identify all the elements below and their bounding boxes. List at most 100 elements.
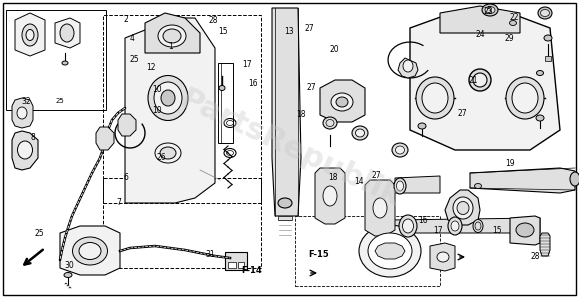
- Ellipse shape: [512, 83, 538, 113]
- Ellipse shape: [22, 24, 38, 46]
- Text: 10: 10: [153, 85, 162, 94]
- Bar: [278, 216, 292, 220]
- Text: PartsRepublik: PartsRepublik: [175, 85, 405, 213]
- Ellipse shape: [62, 61, 68, 65]
- Text: 25: 25: [35, 229, 44, 238]
- Ellipse shape: [158, 25, 186, 47]
- Polygon shape: [445, 190, 480, 225]
- Ellipse shape: [26, 30, 34, 41]
- Ellipse shape: [154, 82, 182, 114]
- Ellipse shape: [359, 225, 421, 277]
- Polygon shape: [12, 98, 33, 128]
- Bar: [103, 178, 261, 268]
- Polygon shape: [15, 13, 45, 56]
- Text: 20: 20: [330, 45, 339, 54]
- Ellipse shape: [163, 29, 181, 43]
- Ellipse shape: [161, 90, 175, 106]
- Ellipse shape: [451, 221, 459, 231]
- Polygon shape: [470, 168, 575, 193]
- Polygon shape: [315, 168, 345, 224]
- Ellipse shape: [394, 178, 406, 194]
- Text: 17: 17: [242, 60, 251, 69]
- Ellipse shape: [570, 172, 579, 186]
- Ellipse shape: [422, 83, 448, 113]
- Polygon shape: [96, 127, 114, 150]
- Polygon shape: [118, 114, 136, 136]
- Bar: [228, 262, 236, 268]
- Text: 18: 18: [328, 173, 338, 182]
- Ellipse shape: [60, 24, 74, 42]
- Text: 32: 32: [22, 97, 31, 106]
- Ellipse shape: [448, 217, 462, 235]
- Bar: [103, 15, 261, 203]
- Polygon shape: [510, 216, 540, 245]
- Ellipse shape: [473, 73, 487, 87]
- Text: 27: 27: [372, 171, 381, 180]
- Ellipse shape: [482, 4, 498, 16]
- Text: 28: 28: [208, 16, 218, 25]
- Text: 13: 13: [285, 27, 294, 36]
- Polygon shape: [390, 218, 540, 233]
- Ellipse shape: [416, 77, 454, 119]
- Ellipse shape: [402, 219, 413, 233]
- Text: 25: 25: [130, 55, 139, 64]
- Text: 21: 21: [469, 76, 478, 85]
- Polygon shape: [320, 80, 365, 122]
- Text: 19: 19: [505, 159, 514, 168]
- Text: 31: 31: [206, 250, 215, 259]
- Text: 6: 6: [124, 173, 129, 182]
- Ellipse shape: [453, 197, 473, 219]
- Ellipse shape: [506, 77, 544, 119]
- Ellipse shape: [368, 233, 412, 269]
- Bar: [218, 63, 233, 143]
- Ellipse shape: [79, 243, 101, 260]
- Ellipse shape: [397, 181, 404, 191]
- Ellipse shape: [17, 141, 32, 159]
- Text: 10: 10: [153, 106, 162, 115]
- Text: 27: 27: [305, 24, 314, 33]
- Text: 16: 16: [248, 79, 258, 88]
- Ellipse shape: [537, 71, 544, 75]
- Text: 23: 23: [483, 7, 493, 16]
- Text: 4: 4: [130, 34, 134, 43]
- Text: 27: 27: [307, 83, 316, 92]
- Ellipse shape: [473, 220, 483, 232]
- Ellipse shape: [541, 10, 549, 16]
- Ellipse shape: [219, 86, 225, 91]
- Ellipse shape: [536, 115, 544, 121]
- Ellipse shape: [148, 75, 188, 120]
- Text: F-15: F-15: [308, 250, 329, 259]
- Ellipse shape: [392, 143, 408, 157]
- Text: 1: 1: [168, 42, 173, 51]
- Ellipse shape: [485, 7, 495, 13]
- Ellipse shape: [64, 272, 72, 277]
- Ellipse shape: [160, 147, 176, 159]
- Bar: [295, 216, 440, 286]
- Text: 17: 17: [433, 226, 442, 235]
- Ellipse shape: [544, 35, 552, 41]
- Text: 12: 12: [146, 63, 155, 72]
- Ellipse shape: [373, 198, 387, 218]
- Polygon shape: [410, 10, 560, 150]
- Ellipse shape: [437, 252, 449, 262]
- Polygon shape: [430, 243, 455, 271]
- Ellipse shape: [510, 21, 516, 26]
- Ellipse shape: [356, 129, 365, 137]
- Ellipse shape: [399, 215, 417, 237]
- Text: 15: 15: [218, 27, 228, 36]
- Text: 14: 14: [354, 177, 364, 186]
- Ellipse shape: [331, 93, 353, 111]
- Ellipse shape: [538, 7, 552, 19]
- Polygon shape: [440, 6, 520, 33]
- Text: 7: 7: [116, 198, 121, 207]
- Text: 29: 29: [505, 34, 514, 43]
- Ellipse shape: [278, 198, 292, 208]
- Text: 26: 26: [156, 153, 166, 162]
- Text: 25: 25: [56, 98, 64, 104]
- Ellipse shape: [323, 186, 337, 206]
- Bar: [238, 262, 244, 268]
- Ellipse shape: [403, 60, 413, 72]
- Ellipse shape: [457, 201, 469, 215]
- Ellipse shape: [17, 107, 27, 119]
- Ellipse shape: [352, 126, 368, 140]
